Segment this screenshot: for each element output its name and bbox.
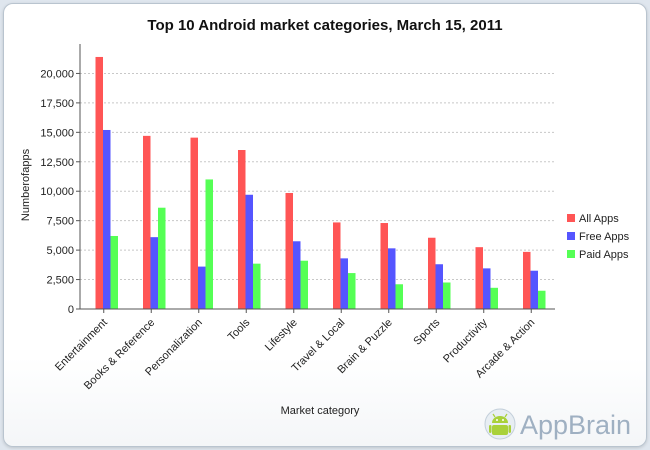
y-tick-label: 5,000	[46, 245, 74, 257]
bar-all-apps-1	[143, 135, 151, 309]
bar-all-apps-5	[333, 222, 341, 309]
bar-free-apps-2	[198, 266, 206, 309]
bar-paid-apps-6	[395, 284, 403, 309]
y-tick-label: 10,000	[40, 186, 74, 198]
chart-title: Top 10 Android market categories, March …	[147, 17, 502, 34]
bar-all-apps-9	[523, 251, 531, 309]
bar-all-apps-6	[380, 223, 388, 309]
legend: All Apps Free Apps Paid Apps	[567, 213, 630, 261]
bar-free-apps-4	[293, 241, 301, 309]
x-tick-label: Tools	[226, 316, 253, 343]
bar-paid-apps-9	[538, 290, 546, 309]
x-axis-label: Market category	[281, 405, 360, 417]
bar-paid-apps-2	[205, 179, 213, 309]
bar-free-apps-5	[340, 258, 348, 309]
y-tick-label: 20,000	[40, 68, 74, 80]
bar-free-apps-1	[150, 237, 158, 309]
x-tick-label: Productivity	[441, 316, 490, 365]
bar-all-apps-0	[95, 56, 103, 310]
legend-swatch	[567, 250, 575, 258]
gridlines	[80, 72, 555, 281]
bar-all-apps-4	[285, 192, 293, 309]
x-tick-label: Sports	[411, 316, 442, 347]
bar-paid-apps-4	[300, 260, 308, 309]
legend-swatch	[567, 214, 575, 222]
android-robot-icon	[484, 408, 516, 440]
legend-label: Free Apps	[579, 231, 630, 243]
legend-swatch	[567, 232, 575, 240]
bar-free-apps-3	[245, 194, 253, 309]
bar-paid-apps-7	[443, 282, 451, 309]
y-tick-labels: 0 2,500 5,000 7,500 10,000 12,500 15,000 17,500…	[40, 68, 80, 316]
bar-paid-apps-1	[158, 207, 166, 309]
y-tick-label: 15,000	[40, 127, 74, 139]
bar-all-apps-8	[475, 247, 483, 309]
bar-paid-apps-5	[348, 273, 356, 309]
bar-all-apps-7	[428, 237, 436, 309]
bar-all-apps-3	[238, 150, 246, 309]
bar-free-apps-6	[388, 248, 396, 309]
bar-free-apps-9	[530, 270, 538, 309]
y-axis-label: Numberofapps	[20, 148, 32, 221]
y-tick-label: 0	[68, 304, 74, 316]
bar-all-apps-2	[190, 137, 198, 309]
appbrain-wordmark: AppBrain	[520, 410, 631, 440]
y-tick-label: 17,500	[40, 98, 74, 110]
legend-label: All Apps	[579, 213, 619, 225]
y-tick-label: 7,500	[46, 216, 74, 228]
bar-free-apps-7	[435, 264, 443, 309]
x-tick-label: Lifestyle	[263, 317, 300, 354]
bar-paid-apps-8	[490, 287, 498, 309]
y-tick-label: 12,500	[40, 157, 74, 169]
axes	[79, 44, 555, 310]
bar-paid-apps-0	[110, 235, 118, 309]
bar-free-apps-0	[103, 129, 111, 309]
appbrain-logo: AppBrain	[484, 408, 631, 440]
legend-label: Paid Apps	[579, 249, 629, 261]
bars	[95, 56, 546, 310]
bar-free-apps-8	[483, 268, 491, 309]
y-tick-label: 2,500	[46, 275, 74, 287]
bar-paid-apps-3	[253, 263, 261, 309]
